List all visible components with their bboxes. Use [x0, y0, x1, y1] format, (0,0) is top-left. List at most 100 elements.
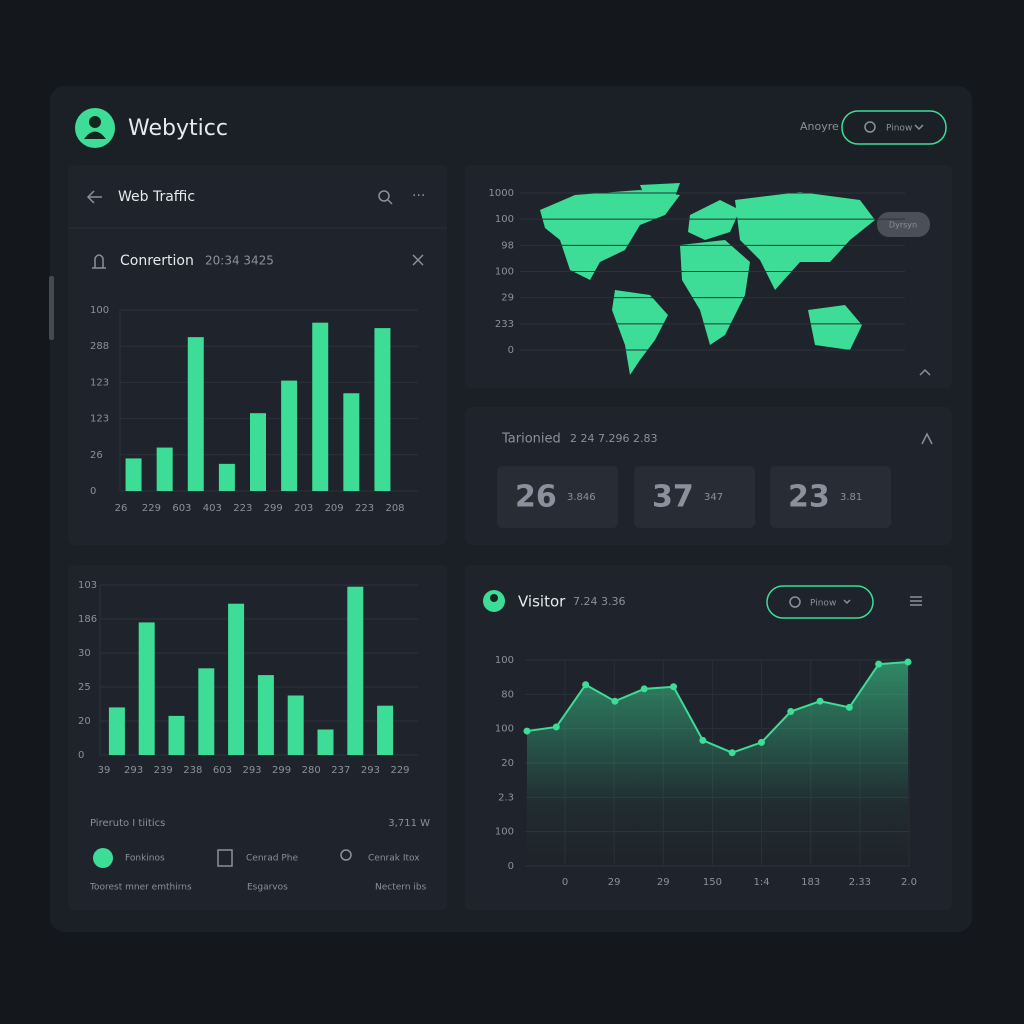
point	[728, 749, 736, 757]
continent	[688, 200, 740, 240]
bar	[198, 668, 215, 755]
x-tick-label: 209	[325, 503, 344, 514]
y-tick-label: 2.3	[498, 792, 514, 803]
y-tick-label: 80	[501, 689, 514, 700]
bar	[317, 729, 334, 755]
x-tick-label: 2.33	[849, 877, 871, 888]
x-tick-label: 26	[115, 503, 128, 514]
bar	[228, 603, 245, 755]
menu-icon[interactable]	[910, 596, 922, 606]
x-tick-label: 29	[657, 877, 670, 888]
y-tick-label: 288	[90, 341, 109, 352]
point	[670, 683, 678, 691]
caret[interactable]	[919, 368, 931, 376]
point	[523, 727, 531, 735]
button-icon	[864, 121, 876, 133]
stat-value: 23	[788, 480, 830, 515]
continent	[735, 192, 875, 290]
y-tick-label: 100	[495, 827, 514, 838]
x-tick-label: 299	[264, 503, 283, 514]
item-icon	[217, 849, 233, 867]
point	[640, 685, 648, 693]
visitor-button-label: Pinow	[810, 599, 836, 609]
x-tick-label: 238	[183, 765, 202, 776]
x-tick-label: 229	[142, 503, 161, 514]
item-caption: Toorest mner emthirns	[89, 883, 192, 893]
summary-caret[interactable]	[921, 432, 933, 445]
x-tick-label: 239	[154, 765, 173, 776]
avatar-body	[84, 131, 106, 139]
bar	[281, 380, 298, 491]
x-tick-label: 293	[124, 765, 143, 776]
back-arrow[interactable]	[86, 190, 102, 204]
y-tick-label: 123	[90, 377, 109, 388]
section-meta: 20:34 3425	[205, 254, 274, 268]
bar	[377, 705, 394, 755]
footer-title: Pireruto I tiitics	[90, 818, 165, 829]
line	[526, 661, 909, 754]
continent	[808, 305, 862, 350]
bar	[218, 463, 235, 491]
avatar-head	[89, 116, 101, 128]
search-handle	[387, 199, 393, 205]
visitor-button[interactable]	[766, 585, 874, 619]
area-fill	[527, 662, 908, 866]
x-tick-label: 223	[233, 503, 252, 514]
bar	[374, 328, 391, 491]
y-tick-label: 0	[78, 750, 84, 761]
continent	[540, 190, 680, 280]
stat-value: 26	[515, 480, 557, 515]
x-tick-label: 603	[172, 503, 191, 514]
visitor-icon-head	[490, 594, 498, 602]
item-caption: Nectern ibs	[375, 883, 427, 893]
x-tick-label: 0	[562, 877, 568, 888]
bar	[168, 715, 185, 755]
stat-card	[770, 466, 891, 528]
more-icon[interactable]: ···	[412, 188, 425, 204]
y-tick-label: 100	[90, 305, 109, 316]
point	[611, 697, 619, 705]
stat-note: 3.846	[567, 492, 596, 503]
item-label: Cenrak Itox	[368, 854, 420, 864]
scroll-handle[interactable]	[49, 276, 54, 340]
header-button-label: Pinow	[886, 124, 912, 134]
x-tick-label: 29	[608, 877, 621, 888]
y-tick-label: 100	[495, 214, 514, 225]
visitor-meta: 7.24 3.36	[573, 595, 625, 608]
visitor-title: Visitor	[518, 593, 566, 611]
y-tick-label: 100	[495, 655, 514, 666]
y-tick-label: 0	[90, 486, 96, 497]
bar	[312, 322, 329, 491]
x-tick-label: 293	[242, 765, 261, 776]
y-tick-label: 30	[78, 648, 91, 659]
y-tick-label: 100	[495, 267, 514, 278]
close-icon[interactable]	[412, 254, 424, 266]
x-tick-label: 1:4	[754, 877, 770, 888]
point	[787, 708, 795, 715]
map-badge[interactable]	[877, 212, 930, 237]
bar	[108, 707, 125, 755]
item-icon	[340, 849, 352, 861]
point	[875, 660, 883, 668]
item-caption: Esgarvos	[247, 883, 288, 893]
x-tick-label: 150	[703, 877, 722, 888]
search-icon[interactable]	[378, 190, 390, 202]
y-tick-label: 26	[90, 450, 103, 461]
point	[699, 736, 707, 744]
bar	[287, 695, 304, 755]
point	[845, 703, 853, 711]
x-tick-label: 603	[213, 765, 232, 776]
point	[552, 723, 560, 731]
x-tick-label: 403	[203, 503, 222, 514]
bar	[187, 337, 204, 491]
y-tick-label: 0	[508, 861, 514, 872]
bar	[125, 458, 142, 491]
x-tick-label: 39	[98, 765, 111, 776]
bell-icon	[92, 254, 106, 269]
stat-card	[497, 466, 618, 528]
bar	[138, 622, 155, 755]
header-button[interactable]	[841, 110, 947, 145]
header-link[interactable]: Anoyre	[800, 120, 839, 133]
